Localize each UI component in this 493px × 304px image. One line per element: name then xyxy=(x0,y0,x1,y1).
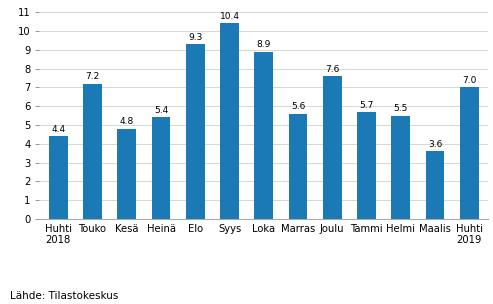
Bar xyxy=(186,44,205,219)
Bar xyxy=(117,129,136,219)
Bar xyxy=(323,76,342,219)
Bar xyxy=(288,114,308,219)
Bar xyxy=(254,52,273,219)
Bar xyxy=(151,117,171,219)
Bar xyxy=(391,116,410,219)
Text: Lähde: Tilastokeskus: Lähde: Tilastokeskus xyxy=(10,291,118,301)
Bar xyxy=(357,112,376,219)
Text: 8.9: 8.9 xyxy=(256,40,271,49)
Text: 10.4: 10.4 xyxy=(219,12,240,21)
Text: 5.5: 5.5 xyxy=(393,104,408,113)
Bar xyxy=(425,151,444,219)
Text: 5.4: 5.4 xyxy=(154,106,168,115)
Bar xyxy=(49,136,68,219)
Bar xyxy=(220,23,239,219)
Text: 9.3: 9.3 xyxy=(188,33,203,42)
Text: 4.8: 4.8 xyxy=(120,117,134,126)
Text: 5.7: 5.7 xyxy=(359,101,374,109)
Text: 7.6: 7.6 xyxy=(325,65,340,74)
Text: 7.2: 7.2 xyxy=(85,72,100,81)
Bar xyxy=(460,87,479,219)
Text: 5.6: 5.6 xyxy=(291,102,305,111)
Text: 4.4: 4.4 xyxy=(51,125,66,134)
Text: 7.0: 7.0 xyxy=(462,76,476,85)
Bar xyxy=(83,84,102,219)
Text: 3.6: 3.6 xyxy=(428,140,442,149)
